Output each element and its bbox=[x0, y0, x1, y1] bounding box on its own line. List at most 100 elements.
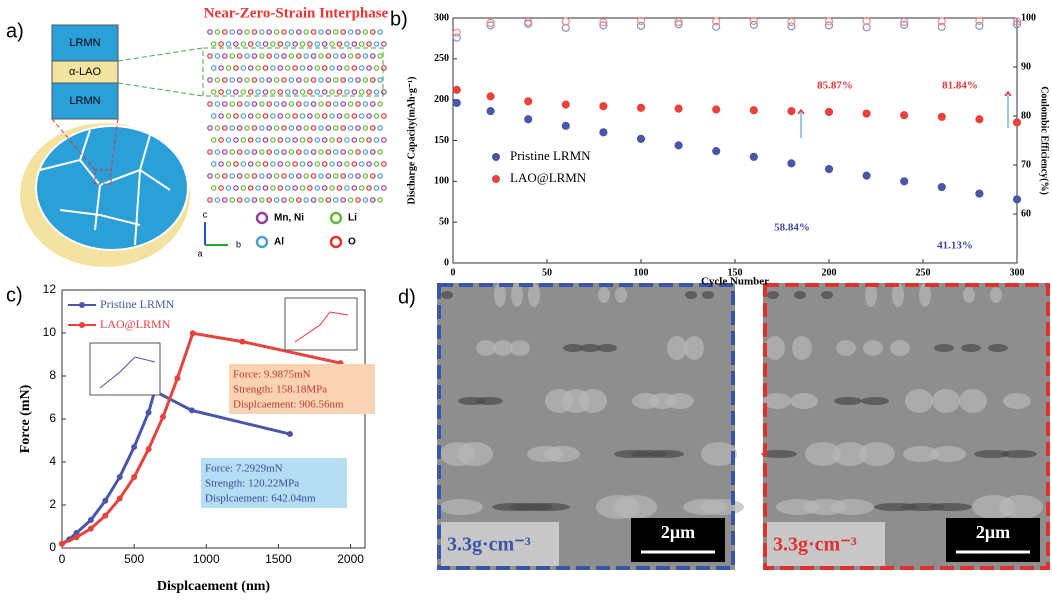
efficiency-point bbox=[636, 16, 646, 26]
atom bbox=[329, 185, 335, 191]
y-tick-label: 4 bbox=[49, 454, 56, 468]
atom bbox=[251, 53, 258, 59]
annotation: Force: 9.9875mN bbox=[233, 369, 311, 381]
grain bbox=[761, 450, 797, 458]
x-axis-title: Displcaement (nm) bbox=[157, 579, 270, 594]
atom bbox=[222, 53, 228, 59]
atom bbox=[336, 89, 343, 95]
atom bbox=[340, 149, 347, 155]
y-tick-label: 2 bbox=[49, 497, 56, 511]
atom bbox=[266, 197, 273, 203]
atom bbox=[281, 53, 287, 59]
atom bbox=[273, 53, 280, 59]
grain bbox=[928, 503, 972, 511]
grain bbox=[930, 446, 966, 462]
annotation: 41.13% bbox=[937, 240, 973, 252]
atom bbox=[255, 65, 261, 71]
legend-label: O bbox=[348, 237, 356, 248]
atom bbox=[288, 29, 295, 35]
y-tick-label: 12 bbox=[43, 282, 57, 296]
atom bbox=[225, 137, 232, 143]
atom bbox=[218, 65, 224, 71]
atom bbox=[218, 185, 224, 191]
atom bbox=[369, 149, 376, 155]
atom bbox=[240, 89, 247, 95]
atom bbox=[310, 77, 317, 83]
atom bbox=[284, 161, 291, 167]
atom bbox=[288, 173, 295, 179]
atom bbox=[251, 125, 258, 131]
x-tick-label: 150 bbox=[728, 267, 743, 278]
atom bbox=[281, 29, 287, 35]
atom bbox=[381, 161, 387, 167]
atom bbox=[381, 137, 387, 143]
atom bbox=[281, 101, 287, 107]
legend-label: Li bbox=[348, 213, 357, 224]
grain bbox=[892, 283, 904, 307]
atom bbox=[310, 101, 317, 107]
atom bbox=[258, 53, 265, 59]
atom bbox=[321, 65, 328, 71]
y2-tick-label: 100 bbox=[1021, 12, 1036, 23]
grain bbox=[596, 495, 640, 519]
atom bbox=[369, 77, 376, 83]
atom bbox=[255, 185, 261, 191]
atom bbox=[332, 77, 339, 83]
plot-frame bbox=[452, 17, 1018, 264]
atom bbox=[351, 161, 358, 167]
force-point bbox=[131, 443, 138, 450]
efficiency-point bbox=[712, 22, 721, 31]
capacity-point bbox=[824, 107, 834, 117]
efficiency-point bbox=[561, 23, 570, 32]
capacity-point bbox=[599, 128, 608, 137]
atom bbox=[325, 29, 332, 35]
atom bbox=[355, 125, 361, 131]
annotation: 81.84% bbox=[942, 80, 978, 92]
atom bbox=[381, 89, 387, 95]
atom bbox=[258, 29, 265, 35]
grain bbox=[990, 287, 1002, 303]
zoom-line bbox=[117, 82, 204, 97]
atom bbox=[258, 101, 265, 107]
atom bbox=[214, 29, 221, 35]
annotation-box bbox=[229, 364, 375, 414]
atom bbox=[210, 185, 217, 191]
atom bbox=[332, 125, 339, 131]
atom bbox=[329, 65, 335, 71]
grain bbox=[458, 397, 486, 405]
grain bbox=[963, 287, 975, 303]
atom bbox=[351, 89, 358, 95]
atom bbox=[347, 173, 354, 179]
atom bbox=[295, 77, 302, 83]
atom bbox=[358, 41, 365, 47]
atom bbox=[244, 125, 250, 131]
capacity-point bbox=[561, 100, 570, 109]
grain bbox=[974, 450, 1010, 458]
atom bbox=[351, 185, 358, 191]
atom bbox=[222, 101, 228, 107]
atom bbox=[210, 65, 217, 71]
grain bbox=[832, 442, 868, 466]
atom bbox=[318, 29, 324, 35]
atom bbox=[307, 65, 313, 71]
atom bbox=[233, 89, 239, 95]
atom bbox=[214, 125, 221, 131]
atom bbox=[277, 161, 284, 167]
atom bbox=[377, 173, 384, 179]
atom bbox=[366, 89, 372, 95]
x-tick-label: 2000 bbox=[337, 552, 364, 566]
atom bbox=[318, 53, 324, 59]
atom bbox=[236, 125, 243, 131]
legend-label: Pristine LRMN bbox=[510, 148, 591, 163]
y-tick-label: 0 bbox=[444, 257, 449, 268]
atom bbox=[225, 65, 232, 71]
atom bbox=[336, 113, 343, 119]
atom bbox=[258, 149, 265, 155]
image-border bbox=[763, 283, 1050, 570]
atom bbox=[358, 185, 365, 191]
atom bbox=[332, 149, 339, 155]
atom bbox=[314, 137, 321, 143]
grain bbox=[615, 287, 627, 303]
atom bbox=[233, 113, 239, 119]
atom bbox=[247, 113, 254, 119]
